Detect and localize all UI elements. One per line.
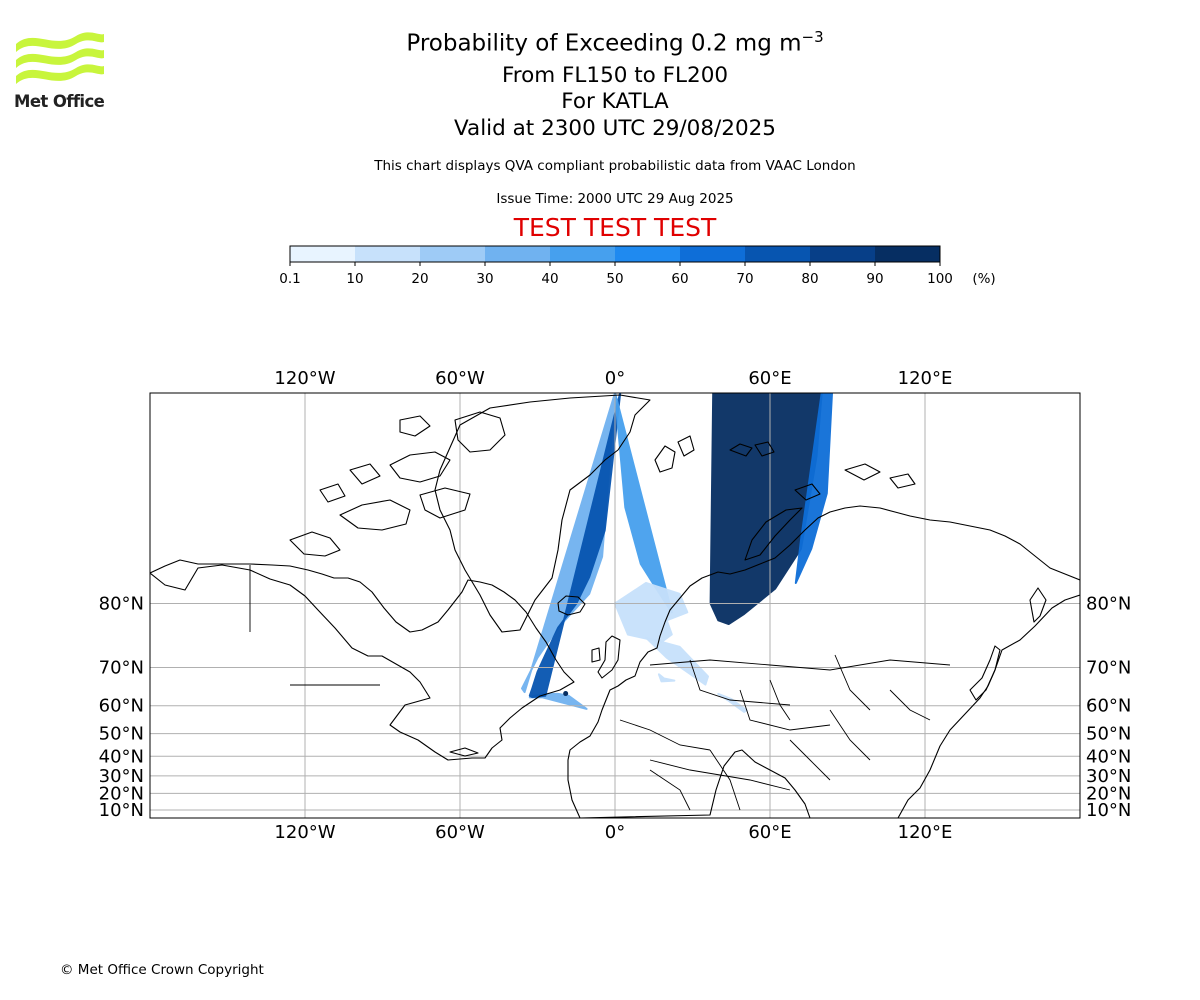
probability-plume [528,393,622,699]
volcano-label: For KATLA [561,89,669,114]
probability-plume [645,636,709,686]
colorbar-unit: (%) [972,271,995,287]
issue-time: Issue Time: 2000 UTC 29 Aug 2025 [496,191,734,207]
latitude-label-left: 20°N [99,783,144,804]
probability-plume [709,393,823,625]
met-office-logo-icon [16,32,104,84]
colorbar-tick-label: 30 [476,271,493,287]
coastline-greenland [434,394,651,633]
coastline-svalbard [654,445,676,473]
probability-colorbar: 0.1 10 20 30 40 50 60 70 80 90 100 (%) [280,245,996,287]
colorbar-segment [745,246,811,262]
colorbar-tick-label: 0.1 [280,271,301,287]
colorbar-segment [485,246,551,262]
coastline-eurasia-africa [567,505,1080,818]
longitude-label-top: 60°W [435,368,485,389]
latitude-label-right: 10°N [1086,800,1131,821]
colorbar-tick-label: 10 [346,271,363,287]
coastline-kamchatka [1029,587,1047,623]
latitude-label-right: 30°N [1086,766,1131,787]
colorbar-segment [420,246,486,262]
longitude-label-top: 0° [605,368,625,389]
map-frame [149,392,1081,819]
colorbar-segment [875,246,941,262]
colorbar-segment [355,246,421,262]
map-gridlines [150,393,1080,818]
longitude-label-bottom: 60°W [435,822,485,843]
valid-time: Valid at 2300 UTC 29/08/2025 [453,116,776,141]
coastlines [150,394,1080,818]
country-borders [249,565,951,811]
colorbar-tick-label: 20 [411,271,428,287]
colorbar-segment [680,246,746,262]
coastline-japan [969,645,1001,701]
probability-plume [528,692,588,710]
latitude-label-left: 50°N [99,724,144,745]
latitude-label-left: 40°N [99,746,144,767]
colorbar-tick-label: 40 [541,271,558,287]
colorbar-segment [550,246,616,262]
colorbar-tick-label: 50 [606,271,623,287]
longitude-label-top: 120°E [898,368,953,389]
probability-plume [657,673,676,683]
colorbar-tick-label: 90 [866,271,883,287]
probability-plumes [521,393,833,713]
logo-wordmark: Met Office [14,92,105,111]
probability-plume [614,393,673,614]
flight-level-range: From FL150 to FL200 [501,63,729,88]
colorbar-segment [615,246,681,262]
coastline-iceland [557,595,586,616]
latitude-label-right: 50°N [1086,724,1131,745]
longitude-label-bottom: 0° [605,822,625,843]
latitude-label-right: 60°N [1086,696,1131,717]
longitude-label-bottom: 120°E [898,822,953,843]
copyright-notice: © Met Office Crown Copyright [60,962,264,978]
met-office-waves-icon [16,32,104,84]
colorbar-segment [810,246,876,262]
volcano-marker [563,691,569,697]
colorbar-tick-label: 100 [927,271,953,287]
longitude-label-top: 60°E [748,368,791,389]
chart-description: This chart displays QVA compliant probab… [374,158,856,174]
longitude-label-bottom: 60°E [748,822,791,843]
latitude-label-right: 70°N [1086,658,1131,679]
colorbar-tick-label: 80 [801,271,818,287]
longitude-label-bottom: 120°W [274,822,335,843]
latitude-label-right: 80°N [1086,594,1131,615]
probability-plume [794,393,833,584]
coastline-novaya-zemlya [744,507,803,561]
latitude-label-left: 30°N [99,766,144,787]
colorbar-tick-label: 70 [736,271,753,287]
colorbar-segment [290,246,356,262]
latitude-label-left: 10°N [99,800,144,821]
probability-plume [614,582,689,643]
latitude-label-left: 70°N [99,658,144,679]
latitude-label-left: 80°N [99,594,144,615]
coastline-north-america [150,559,575,761]
latitude-label-right: 40°N [1086,746,1131,767]
probability-map: 120°W 120°W 60°W 60°W 0° 0° 60°E 60°E 120°E 120°E… [99,368,1132,843]
latitude-label-right: 20°N [1086,783,1131,804]
latitude-label-left: 60°N [99,696,144,717]
coastline-british-isles [597,635,621,679]
longitude-label-top: 120°W [274,368,335,389]
chart-title: Probability of Exceeding 0.2 mg m−3 [406,28,824,57]
test-banner: TEST TEST TEST [513,213,717,242]
coastline-arctic-islands [289,531,341,557]
colorbar-tick-label: 60 [671,271,688,287]
map-tick-labels: 120°W 120°W 60°W 60°W 0° 0° 60°E 60°E 120°E 120°E… [99,368,1132,843]
